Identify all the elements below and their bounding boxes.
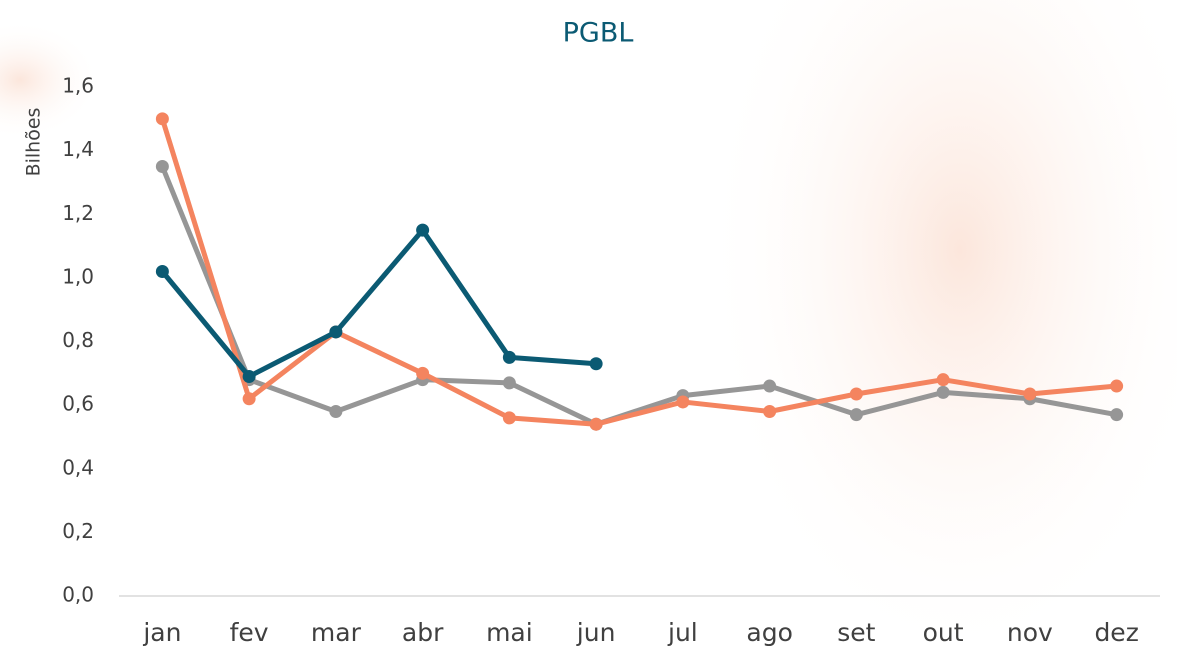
- y-tick-label: 0,6: [62, 392, 94, 416]
- series-marker: [416, 366, 430, 380]
- chart-title: PGBL: [563, 18, 634, 49]
- y-tick-label: 1,6: [62, 74, 94, 98]
- x-tick-label: nov: [1007, 618, 1053, 647]
- series-marker: [849, 387, 863, 401]
- y-tick-label: 1,2: [62, 201, 94, 225]
- x-tick-label: dez: [1094, 618, 1138, 647]
- series-marker: [155, 160, 169, 174]
- x-tick-label: ago: [746, 618, 792, 647]
- series-line: [159, 118, 1117, 427]
- series-marker: [1023, 387, 1037, 401]
- series-marker: [763, 379, 777, 393]
- y-axis-label: Bilhões: [23, 108, 45, 177]
- series-marker: [155, 265, 169, 279]
- x-tick-label: out: [923, 618, 964, 647]
- series-marker: [849, 408, 863, 422]
- y-tick-label: 1,4: [62, 137, 94, 161]
- x-tick-label: mar: [311, 618, 362, 647]
- background-glow: [700, 0, 1177, 651]
- x-tick-label: mai: [486, 618, 533, 647]
- series-marker: [1110, 408, 1124, 422]
- y-tick-label: 0,0: [62, 583, 94, 607]
- series-marker: [1110, 379, 1124, 393]
- series-marker: [502, 376, 516, 390]
- series-marker: [936, 373, 950, 387]
- y-tick-label: 1,0: [62, 264, 94, 288]
- series-marker: [589, 417, 603, 431]
- series-marker: [502, 350, 516, 364]
- x-tick-label: jan: [142, 618, 181, 647]
- series-marker: [329, 325, 343, 339]
- series-marker: [502, 411, 516, 425]
- series-marker: [242, 392, 256, 406]
- series-marker: [763, 404, 777, 418]
- series-marker: [329, 404, 343, 418]
- series-marker: [936, 385, 950, 399]
- x-tick-label: jun: [576, 618, 616, 647]
- series-marker: [242, 369, 256, 383]
- background-glow: [0, 20, 100, 140]
- series-marker: [589, 357, 603, 371]
- series-marker: [416, 223, 430, 237]
- y-tick-label: 0,2: [62, 519, 94, 543]
- x-tick-label: set: [837, 618, 875, 647]
- series-marker: [676, 395, 690, 409]
- y-tick-label: 0,4: [62, 455, 94, 479]
- x-tick-label: fev: [230, 618, 269, 647]
- x-tick-label: abr: [402, 618, 444, 647]
- series-line: [160, 227, 597, 379]
- x-tick-label: jul: [667, 618, 698, 647]
- y-tick-label: 0,8: [62, 328, 94, 352]
- series-marker: [155, 112, 169, 126]
- series-line: [160, 165, 1118, 427]
